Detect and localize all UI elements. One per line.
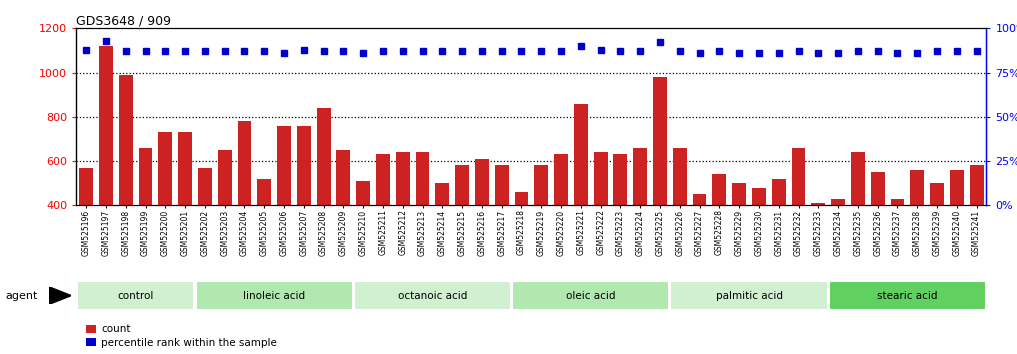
Text: GDS3648 / 909: GDS3648 / 909: [76, 14, 171, 27]
Bar: [356, 181, 370, 294]
Bar: [218, 150, 232, 294]
Bar: [772, 179, 786, 294]
Bar: [713, 175, 726, 294]
Bar: [354, 281, 511, 310]
Bar: [77, 281, 194, 310]
Text: oleic acid: oleic acid: [566, 291, 615, 301]
Bar: [829, 281, 985, 310]
Bar: [950, 170, 964, 294]
Bar: [634, 148, 647, 294]
Bar: [277, 126, 291, 294]
Bar: [752, 188, 766, 294]
Bar: [554, 154, 567, 294]
Bar: [119, 75, 132, 294]
Bar: [613, 154, 627, 294]
Bar: [574, 104, 588, 294]
Bar: [475, 159, 489, 294]
Bar: [969, 166, 983, 294]
Bar: [178, 132, 192, 294]
Bar: [931, 183, 944, 294]
Text: linoleic acid: linoleic acid: [243, 291, 305, 301]
Bar: [513, 281, 669, 310]
Bar: [851, 152, 864, 294]
Bar: [159, 132, 172, 294]
Bar: [376, 154, 390, 294]
Bar: [99, 46, 113, 294]
Text: octanoic acid: octanoic acid: [398, 291, 467, 301]
Bar: [435, 183, 450, 294]
Bar: [337, 150, 350, 294]
Bar: [791, 148, 805, 294]
Bar: [316, 108, 331, 294]
Bar: [456, 166, 469, 294]
Bar: [673, 148, 686, 294]
Legend: count, percentile rank within the sample: count, percentile rank within the sample: [81, 320, 282, 352]
Bar: [495, 166, 508, 294]
Bar: [198, 168, 212, 294]
Bar: [594, 152, 607, 294]
Text: control: control: [117, 291, 154, 301]
Bar: [138, 148, 153, 294]
Bar: [238, 121, 251, 294]
Bar: [693, 194, 707, 294]
Bar: [396, 152, 410, 294]
Bar: [910, 170, 924, 294]
Polygon shape: [49, 287, 71, 304]
Text: palmitic acid: palmitic acid: [716, 291, 782, 301]
Bar: [297, 126, 311, 294]
Bar: [891, 199, 904, 294]
Bar: [534, 166, 548, 294]
Bar: [670, 281, 828, 310]
Bar: [831, 199, 845, 294]
Bar: [79, 168, 94, 294]
Text: stearic acid: stearic acid: [877, 291, 938, 301]
Bar: [416, 152, 429, 294]
Bar: [732, 183, 746, 294]
Bar: [257, 179, 272, 294]
Bar: [812, 203, 825, 294]
Bar: [195, 281, 353, 310]
Bar: [515, 192, 529, 294]
Bar: [653, 77, 667, 294]
Text: agent: agent: [5, 291, 38, 301]
Bar: [871, 172, 885, 294]
